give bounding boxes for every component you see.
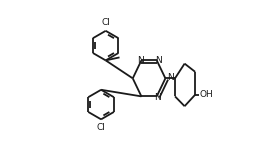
Text: Cl: Cl <box>97 123 106 132</box>
Text: N: N <box>137 56 144 65</box>
Text: N: N <box>167 73 174 82</box>
Text: Cl: Cl <box>101 18 110 27</box>
Text: OH: OH <box>200 90 213 99</box>
Text: N: N <box>154 93 161 102</box>
Text: N: N <box>155 56 161 65</box>
